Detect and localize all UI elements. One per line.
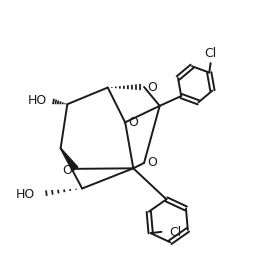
Text: O: O <box>147 81 157 94</box>
Text: O: O <box>128 116 138 129</box>
Text: HO: HO <box>27 94 47 107</box>
Text: HO: HO <box>16 188 35 201</box>
Text: O: O <box>147 156 157 169</box>
Text: Cl: Cl <box>169 226 181 239</box>
Text: O: O <box>62 164 72 177</box>
Polygon shape <box>61 148 78 171</box>
Text: Cl: Cl <box>205 47 217 60</box>
